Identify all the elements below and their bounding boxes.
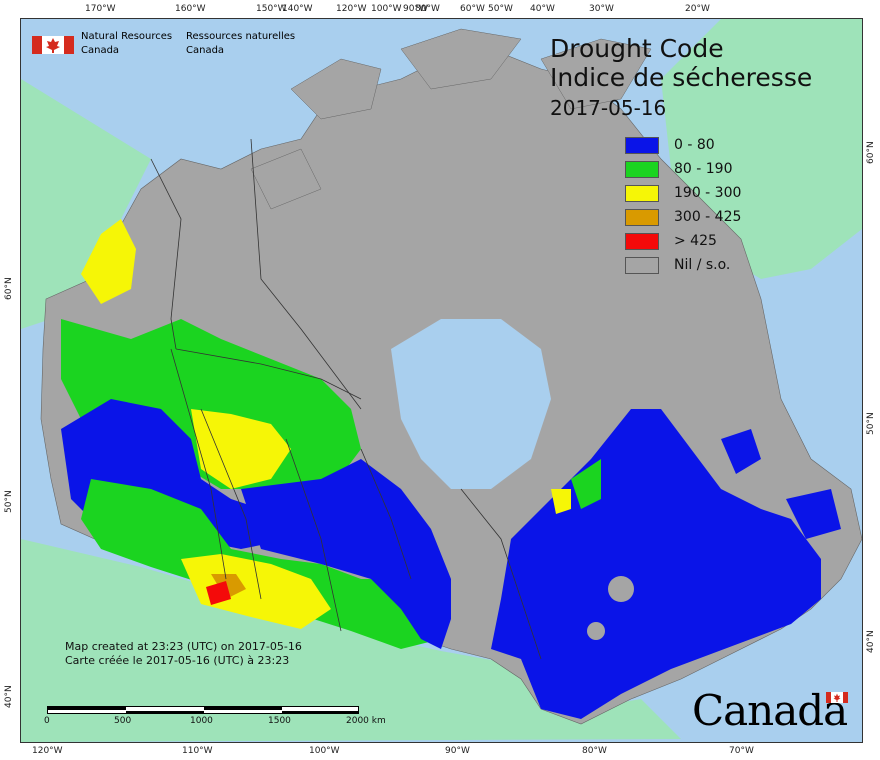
graticule-label-top: 20°W (685, 4, 710, 14)
legend-label: 0 - 80 (674, 137, 715, 153)
legend-label: Nil / s.o. (674, 257, 731, 273)
legend-swatch (625, 257, 659, 274)
graticule-label-top: 120°W (336, 4, 367, 14)
orange-prairies (211, 574, 246, 599)
graticule-label-top: 40°W (530, 4, 555, 14)
agency-en-line1: Natural Resources (81, 31, 173, 42)
legend-label: > 425 (674, 233, 717, 249)
arctic-island-2 (400, 28, 522, 90)
graticule-label-bottom: 100°W (309, 746, 340, 756)
canada-flag-icon (32, 36, 74, 54)
scale-segment (126, 711, 204, 714)
credit-block: Map created at 23:23 (UTC) on 2017-05-16… (65, 640, 302, 668)
graticule-label-top: 60°W (460, 4, 485, 14)
usa-land (21, 539, 681, 742)
legend-swatch (625, 185, 659, 202)
legend-swatch (625, 209, 659, 226)
graticule-label-bottom: 90°W (445, 746, 470, 756)
graticule-label-right: 60°N (866, 141, 876, 164)
graticule-label-top: 90°W (403, 4, 428, 14)
boundary-nwt (175, 348, 362, 400)
scale-tick: 2000 km (346, 716, 386, 726)
boundary-on-qc (460, 488, 542, 660)
yukon-patch (81, 219, 136, 304)
graticule-label-top: 170°W (85, 4, 116, 14)
grey-spot-2 (587, 622, 605, 640)
grey-spot-1 (608, 576, 634, 602)
yellow-nwt (191, 409, 291, 489)
arctic-island-3 (540, 38, 652, 110)
wordmark-flag-icon (826, 692, 848, 703)
legend-swatch (625, 161, 659, 178)
scale-segment (204, 707, 282, 710)
graticule-label-left: 40°N (4, 685, 14, 708)
yellow-quebec (551, 489, 571, 514)
title-block: Drought Code Indice de sécheresse 2017-0… (550, 34, 812, 122)
legend-swatch (625, 137, 659, 154)
green-quebec (571, 459, 601, 509)
blue-labrador-island (721, 429, 761, 474)
arctic-island-4 (250, 148, 322, 210)
scale-tick: 0 (44, 716, 50, 726)
scale-segment (282, 711, 358, 714)
red-prairies (206, 581, 231, 605)
credit-fr: Carte créée le 2017-05-16 (UTC) à 23:23 (65, 654, 290, 667)
graticule-label-right: 50°N (866, 412, 876, 435)
legend-label: 80 - 190 (674, 161, 733, 177)
blue-newfoundland (786, 489, 841, 539)
agency-en-line2: Canada (81, 45, 120, 56)
graticule-label-left: 50°N (4, 490, 14, 513)
canada-wordmark: Canada (692, 686, 848, 735)
graticule-label-top: 140°W (282, 4, 313, 14)
graticule-label-top: 80°W (415, 4, 440, 14)
graticule-label-right: 40°N (866, 630, 876, 653)
legend-label: 190 - 300 (674, 185, 742, 201)
graticule-label-top: 150°W (256, 4, 287, 14)
scale-tick: 1500 (268, 716, 291, 726)
map-frame (20, 18, 863, 743)
graticule-label-bottom: 110°W (182, 746, 213, 756)
scale-tick: 500 (114, 716, 132, 726)
map-title-fr: Indice de sécheresse (550, 63, 813, 92)
scale-tick: 1000 (190, 716, 213, 726)
graticule-label-top: 50°W (488, 4, 513, 14)
map-title-en: Drought Code (550, 34, 724, 63)
graticule-label-bottom: 80°W (582, 746, 607, 756)
graticule-label-left: 60°N (4, 277, 14, 300)
boundary-arctic (250, 138, 362, 410)
yellow-prairies (181, 554, 331, 629)
hudson-bay (391, 319, 551, 489)
graticule-label-bottom: 120°W (32, 746, 63, 756)
scale-bar (47, 706, 359, 714)
credit-en: Map created at 23:23 (UTC) on 2017-05-16 (65, 640, 302, 653)
graticule-label-top: 100°W (371, 4, 402, 14)
scale-segment (48, 707, 126, 710)
map-date: 2017-05-16 (550, 96, 667, 120)
arctic-island-1 (290, 58, 382, 120)
alaska-land (21, 79, 151, 329)
agency-fr-line1: Ressources naturelles (186, 31, 296, 42)
boundary-mb-on (360, 448, 412, 580)
graticule-label-top: 160°W (175, 4, 206, 14)
blue-central (241, 459, 451, 649)
boundary-ab-sk (200, 408, 262, 600)
graticule-label-bottom: 70°W (729, 746, 754, 756)
agency-fr-line2: Canada (186, 45, 225, 56)
legend-label: 300 - 425 (674, 209, 742, 225)
boundary-yukon (150, 158, 182, 350)
graticule-label-top: 30°W (589, 4, 614, 14)
boundary-sk-mb (285, 438, 342, 632)
legend-swatch (625, 233, 659, 250)
drought-code-map (21, 19, 862, 742)
boundary-bc-ab (170, 348, 227, 580)
